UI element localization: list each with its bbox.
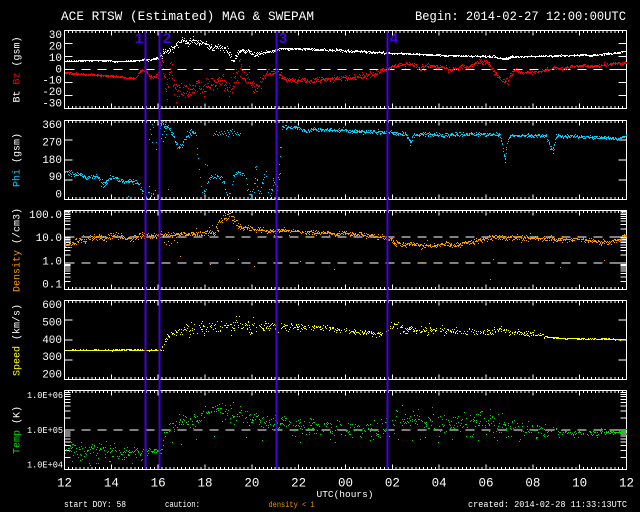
svg-text:02: 02	[385, 477, 400, 491]
svg-text:12: 12	[619, 477, 634, 491]
svg-text:Begin: 2014-02-27 12:00:00UTC: Begin: 2014-02-27 12:00:00UTC	[415, 9, 626, 24]
svg-text:caution:: caution:	[165, 500, 200, 510]
svg-text:500: 500	[42, 317, 62, 329]
svg-text:180: 180	[42, 155, 62, 167]
svg-text:10.0: 10.0	[36, 233, 62, 245]
svg-text:Bt Bz (gsm): Bt Bz (gsm)	[12, 37, 24, 103]
svg-text:360: 360	[42, 120, 62, 132]
svg-text:1.0E+04: 1.0E+04	[27, 461, 63, 471]
svg-text:Density (/cm3): Density (/cm3)	[12, 208, 24, 292]
svg-text:10: 10	[49, 53, 62, 65]
svg-text:-30: -30	[42, 99, 62, 111]
svg-text:Speed (km/s): Speed (km/s)	[12, 304, 24, 376]
svg-text:100.0: 100.0	[29, 210, 62, 222]
svg-text:0: 0	[55, 190, 62, 202]
svg-text:400: 400	[42, 335, 62, 347]
svg-text:1.0E+05: 1.0E+05	[27, 426, 63, 436]
svg-text:12: 12	[57, 477, 72, 491]
svg-text:Phi (gsm): Phi (gsm)	[12, 133, 24, 187]
svg-text:0: 0	[55, 64, 62, 76]
svg-text:1.0: 1.0	[42, 256, 62, 268]
svg-text:300: 300	[42, 352, 62, 364]
svg-text:0.1: 0.1	[42, 280, 62, 292]
svg-text:start DOY: 58: start DOY: 58	[64, 500, 126, 510]
svg-text:1: 1	[134, 31, 143, 48]
svg-text:1.0E+06: 1.0E+06	[27, 391, 63, 401]
svg-text:10: 10	[572, 477, 587, 491]
svg-text:22: 22	[291, 477, 306, 491]
svg-text:3: 3	[279, 31, 288, 48]
svg-text:created: 2014-02-28 11:33:13UT: created: 2014-02-28 11:33:13UTC	[468, 500, 628, 510]
svg-text:90: 90	[49, 172, 62, 184]
svg-text:20: 20	[49, 41, 62, 53]
svg-text:18: 18	[197, 477, 212, 491]
svg-text:-10: -10	[42, 76, 62, 88]
svg-text:14: 14	[104, 477, 119, 491]
svg-text:UTC(hours): UTC(hours)	[317, 489, 374, 500]
svg-text:20: 20	[244, 477, 259, 491]
svg-text:00: 00	[338, 477, 353, 491]
svg-text:density < 1: density < 1	[269, 501, 315, 510]
svg-text:06: 06	[478, 477, 493, 491]
svg-text:ACE RTSW (Estimated) MAG & SWE: ACE RTSW (Estimated) MAG & SWEPAM	[61, 9, 314, 24]
svg-text:2: 2	[163, 31, 172, 48]
svg-text:-20: -20	[42, 87, 62, 99]
svg-text:Temp (K): Temp (K)	[12, 406, 24, 454]
svg-text:04: 04	[432, 477, 447, 491]
svg-text:4: 4	[390, 31, 399, 48]
svg-text:08: 08	[525, 477, 540, 491]
svg-text:30: 30	[49, 30, 62, 42]
svg-text:16: 16	[151, 477, 166, 491]
svg-text:600: 600	[42, 300, 62, 312]
svg-text:270: 270	[42, 137, 62, 149]
svg-text:200: 200	[42, 370, 62, 382]
